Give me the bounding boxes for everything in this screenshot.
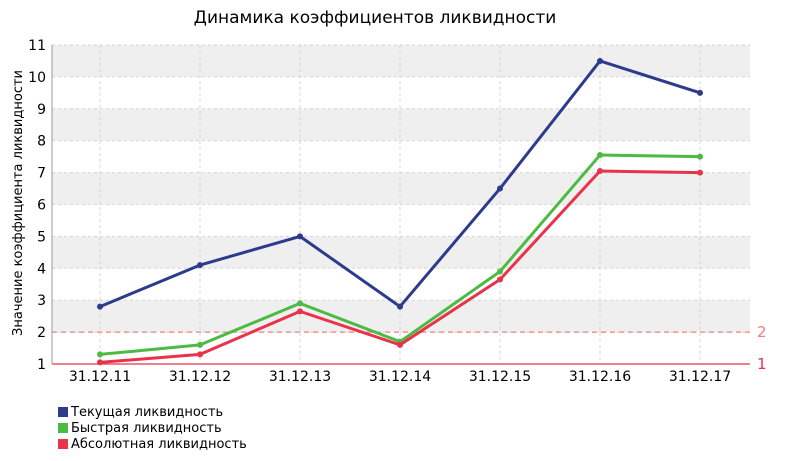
legend-swatch-quick [58,423,68,433]
legend: Текущая ликвидность Быстрая ликвидность … [58,404,247,452]
y-tick-label: 7 [37,166,46,182]
x-tick-label: 31.12.16 [569,369,631,385]
y-tick-label: 3 [37,293,46,309]
axes: 1 2 3 4 5 6 7 8 9 10 11 31.12.11 31.12.12 31.12.13 31.… [28,38,731,385]
data-point [397,341,403,348]
x-tick-label: 31.12.14 [369,369,431,385]
grid-lines [52,44,750,364]
x-tick-label: 31.12.12 [169,369,231,385]
y-tick-label: 5 [37,229,46,245]
legend-item-current: Текущая ликвидность [58,404,247,420]
x-tick-label: 31.12.17 [669,369,731,385]
y-tick-label: 8 [37,134,46,150]
x-tick-label: 31.12.15 [469,369,531,385]
grid-band [52,108,750,141]
data-point [497,276,503,283]
data-point [697,169,703,176]
grid-band [52,172,750,205]
data-point [197,341,203,348]
legend-swatch-current [58,407,68,417]
y-tick-label: 6 [37,198,46,214]
series-lines [97,57,703,366]
data-point [497,268,503,275]
y-axis-label: Значение коэффициента ликвидности [11,70,26,336]
x-tick-label: 31.12.13 [269,369,331,385]
data-point [497,185,503,192]
y-tick-label: 11 [28,38,46,54]
reference-line-label: 1 [757,355,767,373]
data-point [597,168,603,175]
data-point [97,351,103,358]
grid-band [52,236,750,269]
y-tick-label: 1 [37,357,46,373]
data-point [97,303,103,310]
data-point [597,57,603,64]
legend-label-quick: Быстрая ликвидность [71,420,222,436]
reference-line-label: 2 [757,323,767,341]
grid-band [52,45,750,77]
x-tick-label: 31.12.11 [69,369,131,385]
legend-item-absolute: Абсолютная ликвидность [58,436,247,452]
data-point [297,300,303,307]
legend-item-quick: Быстрая ликвидность [58,420,247,436]
data-point [197,262,203,269]
data-point [197,351,203,358]
legend-swatch-absolute [58,439,68,449]
data-point [297,233,303,240]
y-tick-label: 4 [37,261,46,277]
reference-lines: 21 [52,323,767,373]
data-point [597,152,603,159]
y-tick-label: 9 [37,102,46,118]
y-tick-label: 10 [28,70,46,86]
data-point [397,303,403,310]
legend-label-current: Текущая ликвидность [71,404,224,420]
data-point [697,153,703,160]
legend-label-absolute: Абсолютная ликвидность [71,436,247,452]
data-point [697,89,703,96]
chart-title: Динамика коэффициентов ликвидности [194,8,557,28]
data-point [97,359,103,366]
data-point [297,308,303,315]
y-tick-label: 2 [37,325,46,341]
plot-background [52,45,750,333]
